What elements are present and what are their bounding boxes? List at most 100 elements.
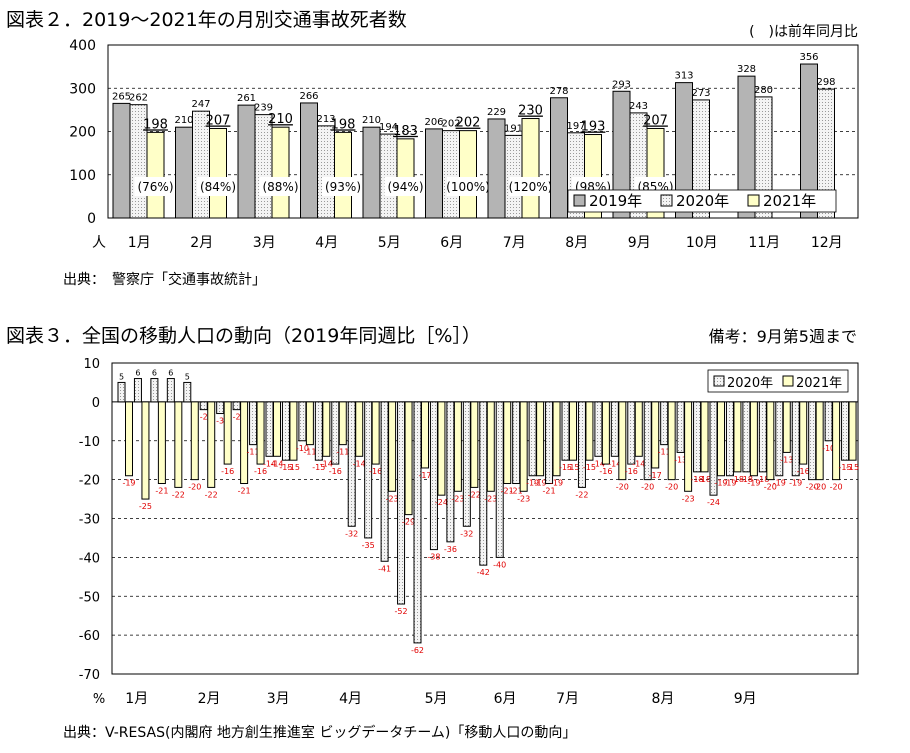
chart1-data-label: 298 bbox=[816, 77, 835, 88]
chart2-bar bbox=[815, 401, 824, 481]
chart2-bar bbox=[232, 401, 241, 411]
chart2-data-label: -15 bbox=[846, 463, 859, 472]
chart2-bar bbox=[413, 401, 422, 644]
chart2-bar bbox=[256, 401, 265, 465]
chart1-note: ( )は前年同月比 bbox=[749, 23, 858, 40]
chart2-bar bbox=[627, 401, 636, 465]
chart2-data-label: -21 bbox=[543, 487, 556, 496]
chart2-bar bbox=[437, 401, 446, 496]
chart2-bar bbox=[594, 401, 603, 457]
chart2-data-label: -2 bbox=[200, 413, 208, 422]
chart2-bar bbox=[404, 401, 413, 516]
chart2-bar bbox=[338, 401, 347, 446]
chart2-bar bbox=[446, 401, 455, 543]
chart2-bar bbox=[758, 401, 767, 473]
chart2-bar bbox=[199, 401, 208, 411]
chart1-data-label: 210 bbox=[174, 115, 193, 126]
chart2-month-label: 6月 bbox=[494, 691, 517, 707]
chart1-data-label: 247 bbox=[191, 99, 210, 110]
chart2-bar bbox=[322, 401, 331, 457]
chart1-xtick-label: 6月 bbox=[440, 235, 463, 251]
chart1-source: 出典： 警察庁「交通事故統計」 bbox=[63, 271, 266, 288]
chart2-data-label: -16 bbox=[254, 467, 267, 476]
chart1-xtick-label: 3月 bbox=[253, 235, 276, 251]
chart2-ytick-label: -10 bbox=[79, 435, 100, 450]
chart2-data-label: -19 bbox=[789, 479, 802, 488]
chart1-data-label: 183 bbox=[393, 124, 418, 139]
chart1-data-label: 261 bbox=[237, 93, 256, 104]
chart2-bar bbox=[684, 401, 693, 492]
chart2-data-label: -20 bbox=[806, 483, 819, 492]
chart2-bar bbox=[397, 401, 406, 605]
chart2-month-label: 4月 bbox=[339, 691, 362, 707]
chart2-data-label: -11 bbox=[303, 448, 316, 457]
chart1-bar bbox=[254, 114, 273, 219]
chart2-month-label: 9月 bbox=[734, 691, 757, 707]
chart1-bar bbox=[112, 102, 131, 219]
chart1-data-label: 198 bbox=[143, 117, 168, 132]
chart2-bar bbox=[512, 401, 521, 485]
chart1-ratio-bg bbox=[259, 177, 302, 196]
chart1-data-label: 262 bbox=[129, 93, 148, 104]
chart2-data-label: -15 bbox=[839, 463, 852, 472]
chart2-ytick-label: -20 bbox=[79, 474, 100, 489]
chart2-data-label: -19 bbox=[526, 479, 539, 488]
chart2-bar bbox=[157, 401, 166, 485]
chart2-bar bbox=[117, 381, 126, 403]
chart1-ratio-label: (88%) bbox=[262, 180, 298, 194]
chart1-data-label: 198 bbox=[331, 117, 356, 132]
chart2-bar bbox=[749, 401, 758, 477]
chart2-data-label: -20 bbox=[764, 483, 777, 492]
chart2-bar bbox=[693, 401, 702, 473]
chart1-xtick-label: 1月 bbox=[128, 235, 151, 251]
chart2-bar bbox=[676, 401, 685, 453]
chart1-bar bbox=[817, 88, 835, 219]
chart2-bar bbox=[240, 401, 249, 485]
chart2-data-label: -16 bbox=[369, 467, 382, 476]
chart2-data-label: -25 bbox=[139, 502, 152, 511]
chart1-ytick-label: 200 bbox=[69, 125, 96, 141]
chart1-data-label: 193 bbox=[581, 120, 606, 135]
chart2-bar bbox=[841, 401, 850, 461]
chart2-ytick-label: 10 bbox=[83, 357, 100, 372]
chart2-data-label: -15 bbox=[583, 463, 596, 472]
chart2-data-label: -14 bbox=[353, 459, 366, 468]
chart2-bar bbox=[519, 401, 528, 492]
chart2-data-label: -16 bbox=[797, 467, 810, 476]
chart1-data-label: 293 bbox=[612, 79, 631, 90]
chart2-bar bbox=[569, 401, 577, 461]
chart2-data-label: 6 bbox=[152, 369, 157, 378]
chart2-bar bbox=[585, 401, 594, 461]
chart2-data-label: -2 bbox=[233, 413, 241, 422]
chart2-data-label: -14 bbox=[320, 459, 333, 468]
chart1-bar bbox=[521, 118, 540, 219]
chart2-bar bbox=[503, 401, 512, 485]
chart2-data-label: -22 bbox=[468, 490, 481, 499]
chart1-data-label: 210 bbox=[268, 112, 293, 127]
chart1-ratio-bg bbox=[509, 177, 552, 196]
chart2-bar bbox=[479, 401, 488, 566]
chart1-bar bbox=[504, 134, 523, 219]
chart1-xtick-label: 5月 bbox=[378, 235, 401, 251]
chart2-data-label: -23 bbox=[682, 494, 695, 503]
chart2-bar bbox=[183, 381, 192, 403]
chart1-xtick-label: 4月 bbox=[315, 235, 338, 251]
chart1-bar bbox=[237, 104, 256, 219]
chart1-legend-swatch bbox=[660, 194, 673, 207]
chart2-bar bbox=[223, 401, 232, 465]
chart2-bar bbox=[618, 401, 627, 481]
chart2-data-label: -24 bbox=[707, 498, 720, 507]
chart1-xtick-label: 10月 bbox=[686, 235, 718, 251]
chart2-data-label: -19 bbox=[714, 479, 727, 488]
chart2-data-label: 5 bbox=[185, 372, 190, 381]
chart1-xtick-label: 12月 bbox=[811, 235, 843, 251]
chart1-xtick-label: 11月 bbox=[748, 235, 780, 251]
chart1-legend-box bbox=[567, 189, 837, 213]
chart1-ratio-bg bbox=[384, 177, 427, 196]
chart2-data-label: -13 bbox=[780, 455, 793, 464]
chart2-bar bbox=[174, 401, 183, 488]
chart1-bar bbox=[146, 131, 165, 219]
chart1-data-label: 356 bbox=[799, 52, 818, 63]
